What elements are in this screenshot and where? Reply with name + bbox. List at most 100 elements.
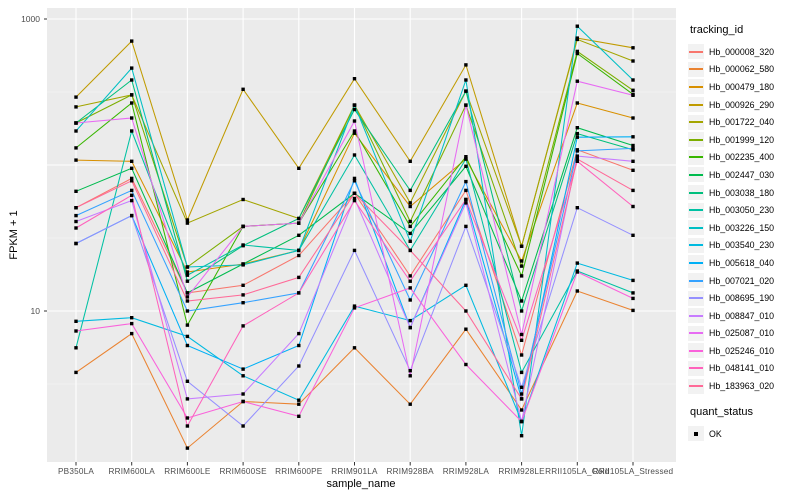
legend-item[interactable]: Hb_001722_040	[688, 113, 798, 131]
data-point[interactable]	[352, 196, 357, 201]
data-point[interactable]	[297, 343, 301, 348]
data-point[interactable]	[74, 95, 78, 99]
data-point[interactable]	[130, 39, 134, 43]
legend-item[interactable]: Hb_025246_010	[688, 342, 798, 360]
data-point[interactable]	[185, 295, 190, 299]
data-point[interactable]	[352, 131, 357, 135]
data-point[interactable]	[297, 331, 301, 336]
data-point[interactable]	[519, 385, 524, 389]
data-point[interactable]	[74, 329, 78, 333]
data-point[interactable]	[464, 78, 468, 82]
data-point[interactable]	[185, 323, 190, 327]
data-point[interactable]	[408, 239, 412, 243]
data-point[interactable]	[241, 197, 245, 202]
data-point[interactable]	[575, 149, 579, 153]
data-point[interactable]	[185, 424, 190, 428]
data-point[interactable]	[575, 289, 579, 293]
data-point[interactable]	[130, 176, 134, 181]
data-point[interactable]	[130, 93, 134, 97]
data-point[interactable]	[575, 24, 579, 28]
data-point[interactable]	[408, 369, 412, 373]
data-point[interactable]	[130, 116, 134, 120]
data-point[interactable]	[352, 176, 357, 181]
data-point[interactable]	[408, 374, 412, 378]
data-point[interactable]	[464, 157, 468, 161]
data-point[interactable]	[519, 397, 524, 401]
data-point[interactable]	[464, 327, 468, 331]
data-point[interactable]	[185, 291, 190, 295]
data-point[interactable]	[631, 59, 635, 63]
legend-item[interactable]: Hb_005618_040	[688, 254, 798, 272]
data-point[interactable]	[185, 299, 190, 303]
data-point[interactable]	[74, 189, 78, 193]
data-point[interactable]	[130, 316, 134, 320]
data-point[interactable]	[408, 298, 412, 302]
data-point[interactable]	[408, 201, 412, 205]
data-point[interactable]	[241, 283, 245, 287]
data-point[interactable]	[631, 78, 635, 82]
data-point[interactable]	[241, 293, 245, 297]
legend-item[interactable]: Hb_183963_020	[688, 377, 798, 395]
data-point[interactable]	[130, 188, 134, 193]
data-point[interactable]	[408, 224, 412, 229]
data-point[interactable]	[241, 324, 245, 328]
data-point[interactable]	[297, 221, 301, 225]
data-point[interactable]	[297, 291, 301, 295]
data-point[interactable]	[575, 270, 579, 274]
data-point[interactable]	[408, 219, 412, 224]
data-point[interactable]	[74, 121, 78, 125]
data-point[interactable]	[519, 264, 524, 268]
legend-item[interactable]: Hb_008847_010	[688, 307, 798, 325]
data-point[interactable]	[130, 101, 134, 105]
data-point[interactable]	[185, 397, 190, 401]
data-point[interactable]	[631, 188, 635, 193]
data-point[interactable]	[575, 154, 579, 158]
data-point[interactable]	[575, 37, 579, 42]
data-point[interactable]	[519, 338, 524, 342]
data-point[interactable]	[519, 299, 524, 303]
data-point[interactable]	[74, 370, 78, 375]
legend-item[interactable]: Hb_007021_020	[688, 272, 798, 290]
data-point[interactable]	[74, 158, 78, 162]
data-point[interactable]	[464, 201, 468, 205]
data-point[interactable]	[464, 63, 468, 67]
data-point[interactable]	[519, 274, 524, 278]
data-point[interactable]	[241, 87, 245, 91]
data-point[interactable]	[631, 159, 635, 163]
legend-item[interactable]: Hb_025087_010	[688, 325, 798, 343]
legend-item[interactable]: Hb_000479_180	[688, 78, 798, 96]
data-point[interactable]	[74, 346, 78, 350]
data-point[interactable]	[185, 446, 190, 450]
data-point[interactable]	[464, 362, 468, 367]
data-point[interactable]	[130, 198, 134, 203]
data-point[interactable]	[464, 164, 468, 168]
data-point[interactable]	[297, 414, 301, 418]
legend-item[interactable]: Hb_000062_580	[688, 61, 798, 79]
legend-item-ok[interactable]: OK	[688, 425, 798, 443]
legend-item[interactable]: Hb_008695_190	[688, 289, 798, 307]
data-point[interactable]	[74, 213, 78, 218]
data-point[interactable]	[575, 159, 579, 163]
data-point[interactable]	[130, 166, 134, 170]
data-point[interactable]	[575, 101, 579, 105]
data-point[interactable]	[185, 273, 190, 277]
data-point[interactable]	[297, 275, 301, 280]
data-point[interactable]	[185, 270, 190, 274]
data-point[interactable]	[631, 168, 635, 172]
legend-item[interactable]: Hb_000926_290	[688, 96, 798, 114]
data-point[interactable]	[241, 424, 245, 428]
data-point[interactable]	[464, 155, 468, 159]
data-point[interactable]	[408, 318, 412, 323]
data-point[interactable]	[352, 129, 357, 133]
data-point[interactable]	[297, 253, 301, 258]
data-point[interactable]	[631, 291, 635, 295]
data-point[interactable]	[352, 179, 357, 183]
data-point[interactable]	[631, 143, 635, 148]
data-point[interactable]	[74, 146, 78, 150]
data-point[interactable]	[297, 364, 301, 368]
data-point[interactable]	[241, 224, 245, 229]
data-point[interactable]	[408, 402, 412, 406]
data-point[interactable]	[241, 374, 245, 378]
data-point[interactable]	[130, 78, 134, 82]
data-point[interactable]	[575, 261, 579, 265]
